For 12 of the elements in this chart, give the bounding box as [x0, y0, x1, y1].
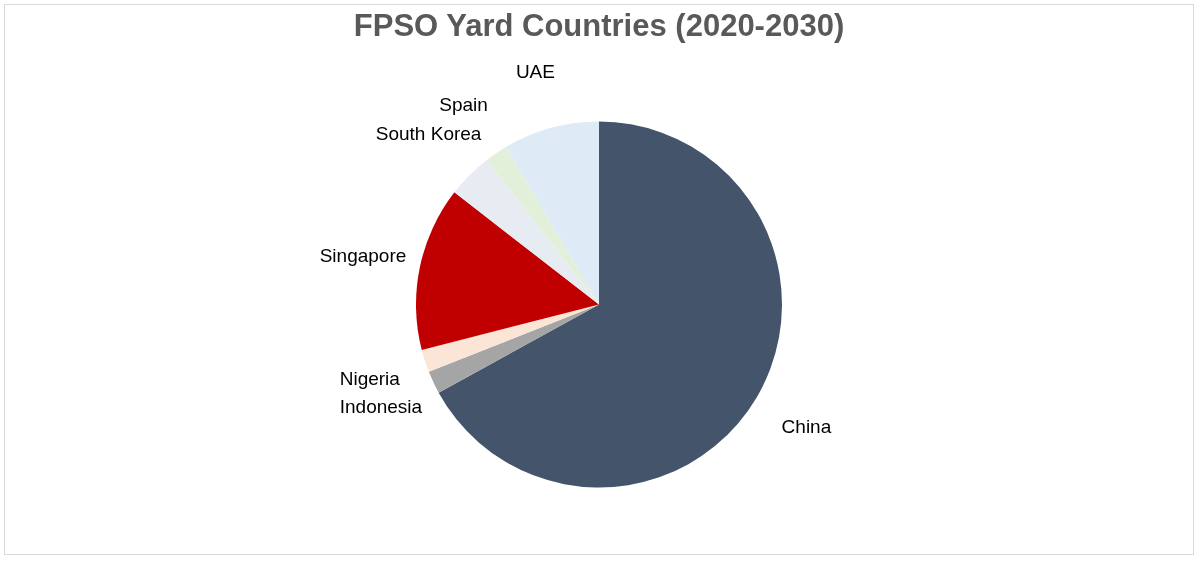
slice-label: Spain — [439, 94, 488, 116]
slice-label: China — [781, 416, 832, 438]
pie-slice — [416, 192, 599, 351]
pie-slice — [486, 146, 599, 305]
slice-label: Indonesia — [339, 396, 423, 418]
slice-label: UAE — [515, 61, 555, 83]
chart-title: FPSO Yard Countries (2020-2030) — [353, 8, 845, 44]
pie-slice — [428, 304, 599, 393]
slice-label: Singapore — [319, 244, 407, 266]
slice-label: South Korea — [375, 123, 482, 145]
pie-slice — [421, 304, 599, 372]
slice-label: Nigeria — [339, 367, 401, 389]
